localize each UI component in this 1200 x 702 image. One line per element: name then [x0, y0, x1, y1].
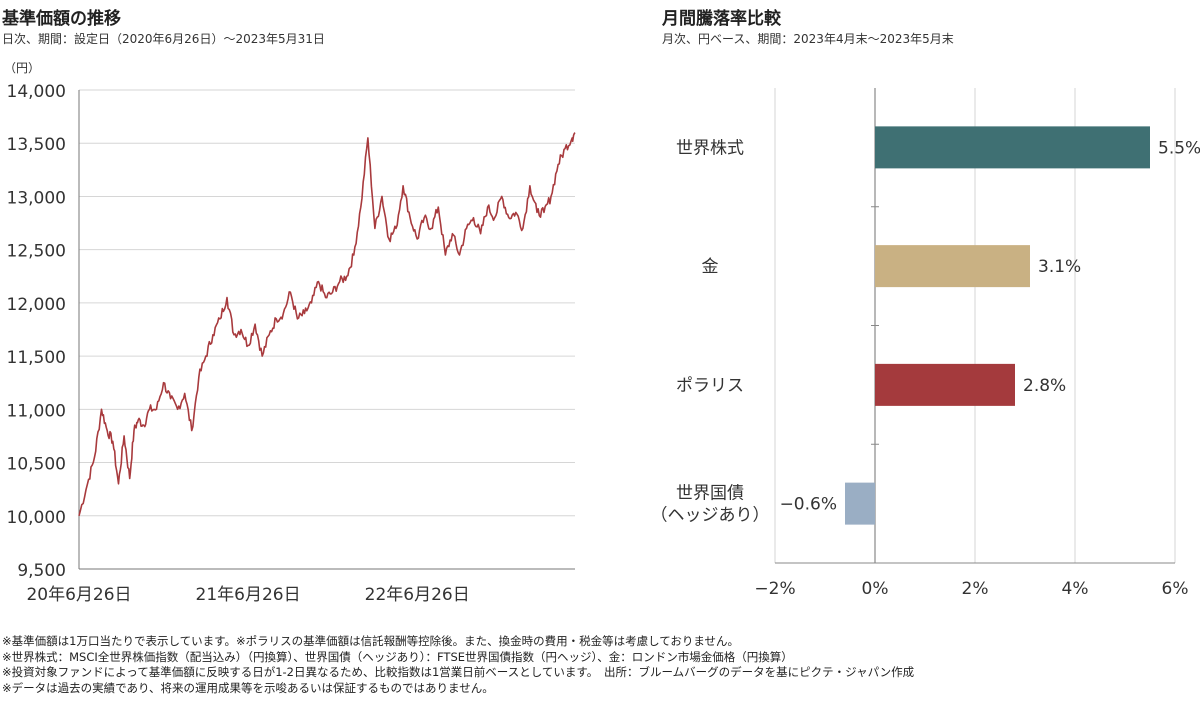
category-label: 金 [702, 257, 719, 277]
nav-series-line [78, 132, 576, 517]
footnote: ※投資対象ファンドによって基準価額に反映する日が1-2日異なるため、比較指数は1… [2, 665, 915, 680]
footnote: ※世界株式：MSCI全世界株価指数（配当込み）（円換算）、世界国債（ヘッジあり）… [2, 649, 793, 664]
x-tick-label: 6% [1162, 579, 1189, 599]
x-tick-label: 21年6月26日 [196, 585, 301, 605]
y-tick-label: 13,500 [7, 135, 66, 155]
y-tick-label: 10,000 [7, 508, 66, 528]
category-label: 世界株式 [676, 138, 744, 158]
y-tick-label: 12,000 [7, 295, 66, 315]
category-label: 世界国債（ヘッジあり） [651, 484, 770, 526]
bar [875, 363, 1015, 406]
x-tick-label: 22年6月26日 [365, 585, 470, 605]
value-label: 2.8% [1023, 376, 1066, 396]
value-label: 3.1% [1038, 257, 1081, 277]
line-chart-subtitle: 日次、期間：設定日（2020年6月26日）～2023年5月31日 [2, 32, 325, 46]
line-chart-title: 基準価額の推移 [2, 9, 121, 29]
return-bar-chart: −2% 0% 2% 4% 6% 5.5% 世界株式 3.1% 金 2.8% ポラリス −0.6% 世界国… [651, 88, 1200, 599]
x-tick-label: 20年6月26日 [26, 585, 131, 605]
y-tick-label: 13,000 [7, 188, 66, 208]
x-tick-label: 2% [962, 579, 989, 599]
value-label: −0.6% [780, 495, 837, 515]
nav-line-chart: 9,500 10,000 10,500 11,000 11,500 12,000 12,50… [4, 61, 576, 605]
y-tick-label: 12,500 [7, 242, 66, 262]
footnotes: ※基準価額は1万口当たりで表示しています。※ポラリスの基準価額は信託報酬等控除後… [2, 634, 914, 696]
bar-chart-title: 月間騰落率比較 [662, 9, 781, 29]
x-tick-label: 0% [862, 579, 889, 599]
y-tick-label: 11,000 [7, 401, 66, 421]
y-tick-label: 11,500 [7, 348, 66, 368]
x-tick-label: −2% [754, 579, 795, 599]
y-tick-label: 9,500 [17, 561, 66, 581]
footnote: ※基準価額は1万口当たりで表示しています。※ポラリスの基準価額は信託報酬等控除後… [2, 634, 740, 648]
y-tick-label: 14,000 [7, 82, 66, 102]
category-label: ポラリス [676, 376, 744, 396]
value-label: 5.5% [1158, 138, 1200, 158]
x-tick-label: 4% [1062, 579, 1089, 599]
bar [845, 482, 875, 525]
y-tick-label: 10,500 [7, 455, 66, 475]
bar [875, 126, 1150, 169]
footnote: ※データは過去の実績であり、将来の運用成果等を示唆あるいは保証するものではありま… [2, 680, 494, 695]
bar-chart-subtitle: 月次、円ベース、期間：2023年4月末～2023年5月末 [662, 32, 954, 46]
y-axis-unit-label: （円） [4, 61, 40, 75]
bar [875, 245, 1030, 288]
